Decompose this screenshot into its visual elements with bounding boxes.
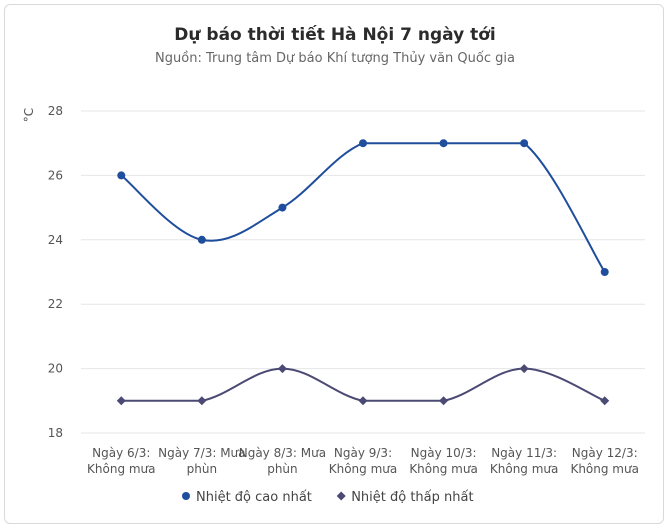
x-tick-label: Ngày 11/3: Không mưa [490, 446, 559, 476]
data-point[interactable] [439, 396, 449, 406]
x-tick-label: Ngày 8/3: Mưa phùn [239, 446, 326, 476]
data-point[interactable] [117, 171, 126, 180]
series-points [116, 139, 610, 406]
legend-marker [182, 492, 190, 500]
y-tick-label: 26 [48, 168, 63, 182]
x-tick-label: Ngày 10/3: Không mưa [409, 446, 478, 476]
data-point[interactable] [116, 396, 126, 406]
series-line [121, 367, 606, 402]
chart-subtitle: Nguồn: Trung tâm Dự báo Khí tượng Thủy v… [155, 51, 515, 66]
data-point[interactable] [520, 139, 529, 148]
legend-label: Nhiệt độ cao nhất [196, 490, 312, 505]
legend-marker [336, 491, 346, 501]
x-tick-label: Ngày 6/3: Không mưa [87, 446, 156, 476]
data-point[interactable] [278, 203, 287, 212]
data-point[interactable] [359, 139, 367, 148]
legend-label: Nhiệt độ thấp nhất [351, 490, 473, 505]
x-tick-label: Ngày 9/3: Không mưa [329, 446, 398, 476]
y-axis-label: °C [22, 108, 36, 122]
x-tick-label: Ngày 7/3: Mưa phùn [158, 446, 245, 476]
y-tick-label: 28 [48, 104, 63, 118]
grid-lines [81, 110, 645, 434]
y-axis-ticks: 18 20 22 24 26 28 [48, 104, 63, 440]
y-tick-label: 24 [48, 233, 63, 247]
series-line [120, 142, 606, 273]
x-tick-label: Ngày 12/3: Không mưa [570, 446, 639, 476]
y-tick-label: 20 [48, 362, 63, 376]
legend-item[interactable]: Nhiệt độ cao nhất [182, 490, 312, 505]
line-chart: Dự báo thời tiết Hà Nội 7 ngày tới Nguồn… [22, 24, 645, 505]
chart-card: Dự báo thời tiết Hà Nội 7 ngày tới Nguồn… [4, 4, 664, 524]
data-point[interactable] [358, 396, 368, 406]
data-point[interactable] [277, 364, 287, 374]
data-point[interactable] [197, 235, 206, 244]
legend-item[interactable]: Nhiệt độ thấp nhất [336, 490, 474, 505]
data-point[interactable] [600, 396, 610, 406]
data-point[interactable] [439, 139, 448, 148]
data-point[interactable] [600, 268, 609, 276]
chart-title: Dự báo thời tiết Hà Nội 7 ngày tới [174, 24, 495, 45]
legend: Nhiệt độ cao nhất Nhiệt độ thấp nhất [182, 490, 474, 505]
series-lines [120, 142, 606, 402]
data-point[interactable] [197, 396, 207, 406]
data-point[interactable] [519, 364, 529, 374]
y-tick-label: 22 [48, 297, 63, 311]
y-tick-label: 18 [48, 426, 63, 440]
